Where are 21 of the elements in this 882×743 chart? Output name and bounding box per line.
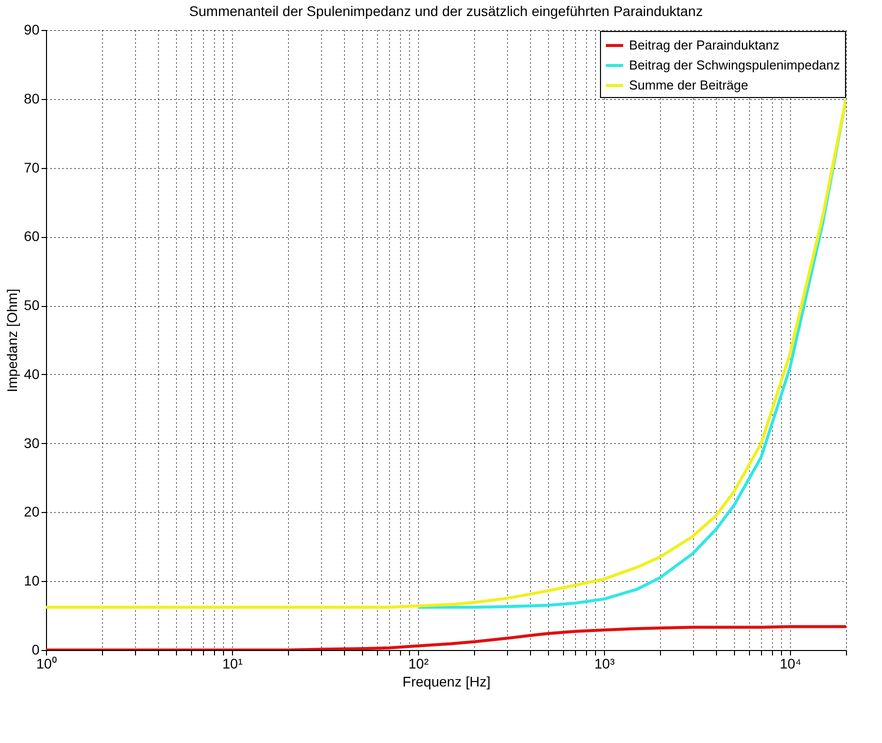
y-tick-label: 60	[24, 228, 40, 244]
y-tick-label: 40	[24, 366, 40, 382]
x-tick-label: 10²	[408, 656, 429, 672]
x-tick-label: 10⁴	[780, 656, 802, 672]
x-tick-label: 10¹	[222, 656, 243, 672]
x-tick-label: 10³	[594, 656, 615, 672]
y-tick-label: 80	[24, 90, 40, 106]
y-tick-label: 10	[24, 572, 40, 589]
legend-label: Summe der Beiträge	[629, 78, 748, 92]
y-tick-label: 70	[24, 159, 40, 176]
x-axis-title: Frequenz [Hz]	[402, 674, 490, 690]
legend-label: Beitrag der Schwingspulenimpedanz	[629, 58, 840, 72]
chart-title: Summenanteil der Spulenimpedanz und der zusätzlich eingeführten Parainduktanz	[189, 3, 703, 19]
y-axis-title: Impedanz [Ohm]	[4, 288, 20, 392]
y-tick-label: 30	[24, 434, 40, 451]
y-tick-label: 0	[32, 642, 40, 658]
y-tick-label: 50	[24, 297, 40, 314]
legend-label: Beitrag der Parainduktanz	[629, 38, 780, 52]
x-tick-label: 10⁰	[36, 656, 57, 672]
y-tick-label: 90	[24, 22, 40, 38]
y-tick-label: 20	[24, 504, 40, 520]
